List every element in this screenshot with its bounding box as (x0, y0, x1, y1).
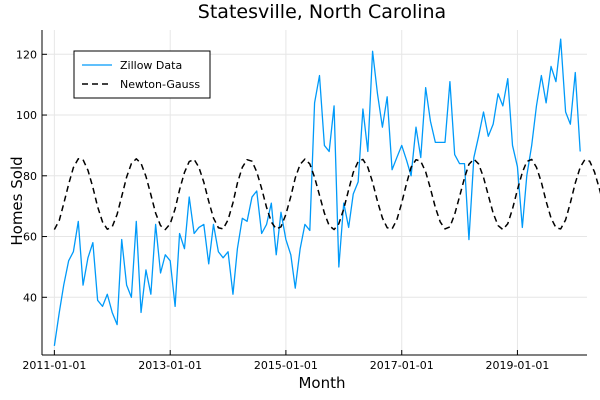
axes (41, 30, 587, 356)
legend: Zillow Data Newton-Gauss (73, 50, 211, 99)
y-tick-label: 60 (23, 231, 37, 244)
legend-label-newton-gauss: Newton-Gauss (120, 78, 200, 91)
chart-title: Statesville, North Carolina (198, 1, 446, 23)
x-tick-label: 2013-01-01 (138, 359, 202, 372)
x-tick-label: 2015-01-01 (254, 359, 318, 372)
tick-labels: 2011-01-01 2013-01-01 2015-01-01 2017-01-01… (16, 48, 549, 372)
y-tick-label: 80 (23, 170, 37, 183)
y-axis-label: Homes Sold (8, 156, 26, 245)
legend-box (73, 50, 211, 99)
y-tick-label: 100 (16, 109, 37, 122)
series-layer (53, 38, 600, 346)
x-tick-label: 2011-01-01 (22, 359, 86, 372)
x-tick-label: 2017-01-01 (370, 359, 434, 372)
legend-label-zillow: Zillow Data (120, 59, 182, 72)
x-tick-label: 2019-01-01 (485, 359, 549, 372)
series-line-zillow-data (53, 38, 581, 346)
x-axis-label: Month (298, 374, 345, 392)
y-tick-label: 120 (16, 48, 37, 61)
y-tick-label: 40 (23, 291, 37, 304)
